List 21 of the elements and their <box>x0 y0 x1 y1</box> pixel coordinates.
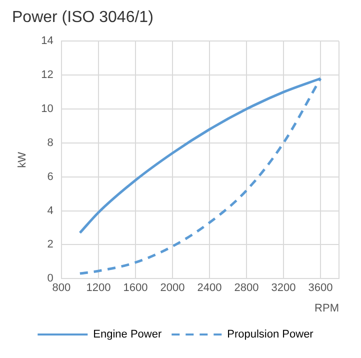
y-tick-label: 0 <box>47 272 54 285</box>
y-tick-label: 2 <box>47 238 54 251</box>
y-tick-label: 12 <box>41 69 54 82</box>
x-tick-label: 2400 <box>197 282 222 294</box>
legend-label: Engine Power <box>93 328 162 341</box>
chart-title: Power (ISO 3046/1) <box>12 9 154 26</box>
x-tick-label: 1200 <box>86 282 111 294</box>
x-tick-label: 1600 <box>123 282 148 294</box>
y-tick-label: 4 <box>47 204 54 217</box>
x-tick-label: 2800 <box>234 282 259 294</box>
y-tick-label: 8 <box>47 136 54 149</box>
y-tick-label: 10 <box>41 103 54 116</box>
x-tick-label: 2000 <box>160 282 185 294</box>
x-tick-label: 3200 <box>271 282 296 294</box>
y-tick-label: 6 <box>47 170 54 183</box>
y-tick-label: 14 <box>41 35 54 48</box>
y-axis-title: kW <box>16 151 29 168</box>
x-tick-label: 3600 <box>308 282 333 294</box>
legend-label: Propulsion Power <box>227 328 314 341</box>
x-tick-label: 800 <box>52 282 71 294</box>
x-axis-title: RPM <box>314 302 339 314</box>
